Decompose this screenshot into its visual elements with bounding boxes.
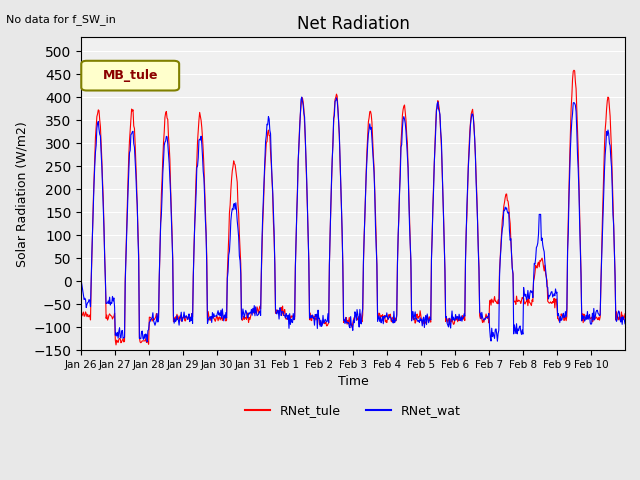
RNet_wat	[411, 313, 419, 319]
Line: RNet_wat: RNet_wat	[81, 97, 625, 342]
RNet_tule	[410, 316, 417, 322]
Text: No data for f_SW_in: No data for f_SW_in	[6, 14, 116, 25]
RNet_tule	[77, 312, 85, 317]
RNet_tule	[289, 313, 297, 319]
Title: Net Radiation: Net Radiation	[297, 15, 410, 33]
RNet_tule	[112, 342, 120, 348]
RNet_wat	[298, 94, 305, 100]
RNet_wat	[141, 336, 149, 341]
RNet_tule	[440, 240, 448, 245]
Line: RNet_tule: RNet_tule	[81, 70, 625, 345]
RNet_wat	[621, 321, 629, 326]
Legend: RNet_tule, RNet_wat: RNet_tule, RNet_wat	[240, 399, 466, 422]
FancyBboxPatch shape	[81, 61, 179, 91]
RNet_tule	[621, 311, 629, 317]
RNet_wat	[77, 278, 85, 284]
X-axis label: Time: Time	[338, 375, 369, 388]
RNet_wat	[289, 311, 297, 316]
RNet_tule	[142, 336, 150, 341]
Text: MB_tule: MB_tule	[102, 69, 158, 82]
RNet_tule	[570, 67, 578, 73]
RNet_wat	[242, 308, 250, 313]
RNet_tule	[242, 315, 250, 321]
RNet_wat	[269, 188, 276, 193]
RNet_wat	[441, 267, 449, 273]
Y-axis label: Solar Radiation (W/m2): Solar Radiation (W/m2)	[15, 121, 28, 266]
RNet_tule	[269, 192, 276, 197]
RNet_wat	[143, 339, 151, 345]
